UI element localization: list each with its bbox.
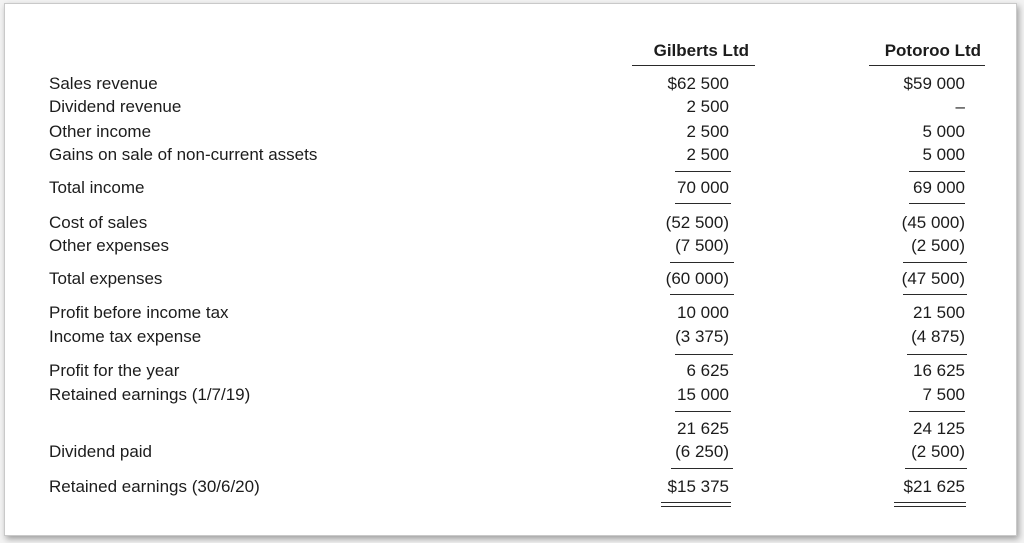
subtotal-rule-potoroo xyxy=(909,171,965,172)
potoroo-value: 7 500 xyxy=(922,385,965,404)
table-row: 21 625 24 125 xyxy=(5,418,1016,440)
gilberts-value: $62 500 xyxy=(667,74,729,93)
table-row: Total income 70 000 69 000 xyxy=(5,177,1016,199)
subtotal-rule-potoroo xyxy=(909,411,965,412)
potoroo-value: $21 625 xyxy=(903,477,965,496)
gilberts-value: 15 000 xyxy=(677,385,729,404)
table-row: Other income 2 500 5 000 xyxy=(5,121,1016,143)
gilberts-value: 2 500 xyxy=(686,122,729,141)
table-row: Gains on sale of non-current assets 2 50… xyxy=(5,144,1016,166)
table-row: Dividend paid (6 250) (2 500) xyxy=(5,441,1016,463)
gilberts-value: 10 000 xyxy=(677,303,729,322)
gilberts-value: (6 250) xyxy=(675,442,729,461)
gilberts-value: (7 500) xyxy=(675,236,729,255)
table-row: Profit before income tax 10 000 21 500 xyxy=(5,302,1016,324)
potoroo-value: (2 500) xyxy=(911,236,965,255)
total-rule-gilberts xyxy=(670,294,734,295)
table-row: Profit for the year 6 625 16 625 xyxy=(5,360,1016,382)
header-underline-gilberts xyxy=(632,65,755,66)
final-double-rule-potoroo xyxy=(894,502,966,507)
row-label: Gains on sale of non-current assets xyxy=(49,145,318,164)
gilberts-value: 2 500 xyxy=(686,145,729,164)
subtotal-rule-gilberts xyxy=(675,411,731,412)
statement-frame: Gilberts Ltd Potoroo Ltd Sales revenue $… xyxy=(4,3,1017,536)
row-label: Income tax expense xyxy=(49,327,202,346)
potoroo-value: 24 125 xyxy=(913,419,965,438)
potoroo-value: (47 500) xyxy=(901,269,965,288)
potoroo-value: (45 000) xyxy=(901,213,965,232)
total-rule-gilberts xyxy=(675,203,731,204)
total-rule-potoroo xyxy=(903,294,967,295)
gilberts-value: 6 625 xyxy=(686,361,729,380)
potoroo-value: 69 000 xyxy=(913,178,965,197)
subtotal-rule-gilberts xyxy=(670,262,734,263)
subtotal-rule-gilberts xyxy=(671,468,733,469)
gilberts-value: (3 375) xyxy=(675,327,729,346)
row-label: Dividend revenue xyxy=(49,97,182,116)
total-rule-potoroo xyxy=(909,203,965,204)
row-label: Total expenses xyxy=(49,269,163,288)
row-label: Sales revenue xyxy=(49,74,158,93)
row-label: Total income xyxy=(49,178,145,197)
table-row: Total expenses (60 000) (47 500) xyxy=(5,268,1016,290)
gilberts-value: (52 500) xyxy=(665,213,729,232)
subtotal-rule-gilberts xyxy=(675,171,731,172)
row-label: Retained earnings (1/7/19) xyxy=(49,385,251,404)
potoroo-value: $59 000 xyxy=(903,74,965,93)
gilberts-value: 2 500 xyxy=(686,97,729,116)
potoroo-value: 5 000 xyxy=(922,145,965,164)
table-row: Income tax expense (3 375) (4 875) xyxy=(5,326,1016,348)
potoroo-value: (2 500) xyxy=(911,442,965,461)
gilberts-value: 70 000 xyxy=(677,178,729,197)
column-header-gilberts: Gilberts Ltd xyxy=(653,41,749,60)
subtotal-rule-gilberts xyxy=(675,354,733,355)
potoroo-value: (4 875) xyxy=(911,327,965,346)
header-underline-potoroo xyxy=(869,65,985,66)
potoroo-value: – xyxy=(955,97,965,116)
subtotal-rule-potoroo xyxy=(905,468,967,469)
table-row: Retained earnings (1/7/19) 15 000 7 500 xyxy=(5,384,1016,406)
table-row: Retained earnings (30/6/20) $15 375 $21 … xyxy=(5,476,1016,498)
row-label: Other expenses xyxy=(49,236,170,255)
gilberts-value: $15 375 xyxy=(667,477,729,496)
gilberts-value: (60 000) xyxy=(665,269,729,288)
gilberts-value: 21 625 xyxy=(677,419,729,438)
row-label: Profit for the year xyxy=(49,361,180,380)
final-double-rule-gilberts xyxy=(661,502,731,507)
subtotal-rule-potoroo xyxy=(907,354,967,355)
row-label: Profit before income tax xyxy=(49,303,229,322)
table-row: Dividend revenue 2 500 – xyxy=(5,96,1016,118)
column-header-potoroo: Potoroo Ltd xyxy=(884,41,981,60)
subtotal-rule-potoroo xyxy=(903,262,967,263)
potoroo-value: 21 500 xyxy=(913,303,965,322)
potoroo-value: 16 625 xyxy=(913,361,965,380)
table-row: Cost of sales (52 500) (45 000) xyxy=(5,212,1016,234)
row-label: Dividend paid xyxy=(49,442,153,461)
row-label: Other income xyxy=(49,122,152,141)
table-row: Sales revenue $62 500 $59 000 xyxy=(5,73,1016,95)
row-label: Cost of sales xyxy=(49,213,148,232)
row-label: Retained earnings (30/6/20) xyxy=(49,477,260,496)
header-row: Gilberts Ltd Potoroo Ltd xyxy=(5,40,1016,62)
potoroo-value: 5 000 xyxy=(922,122,965,141)
table-row: Other expenses (7 500) (2 500) xyxy=(5,235,1016,257)
